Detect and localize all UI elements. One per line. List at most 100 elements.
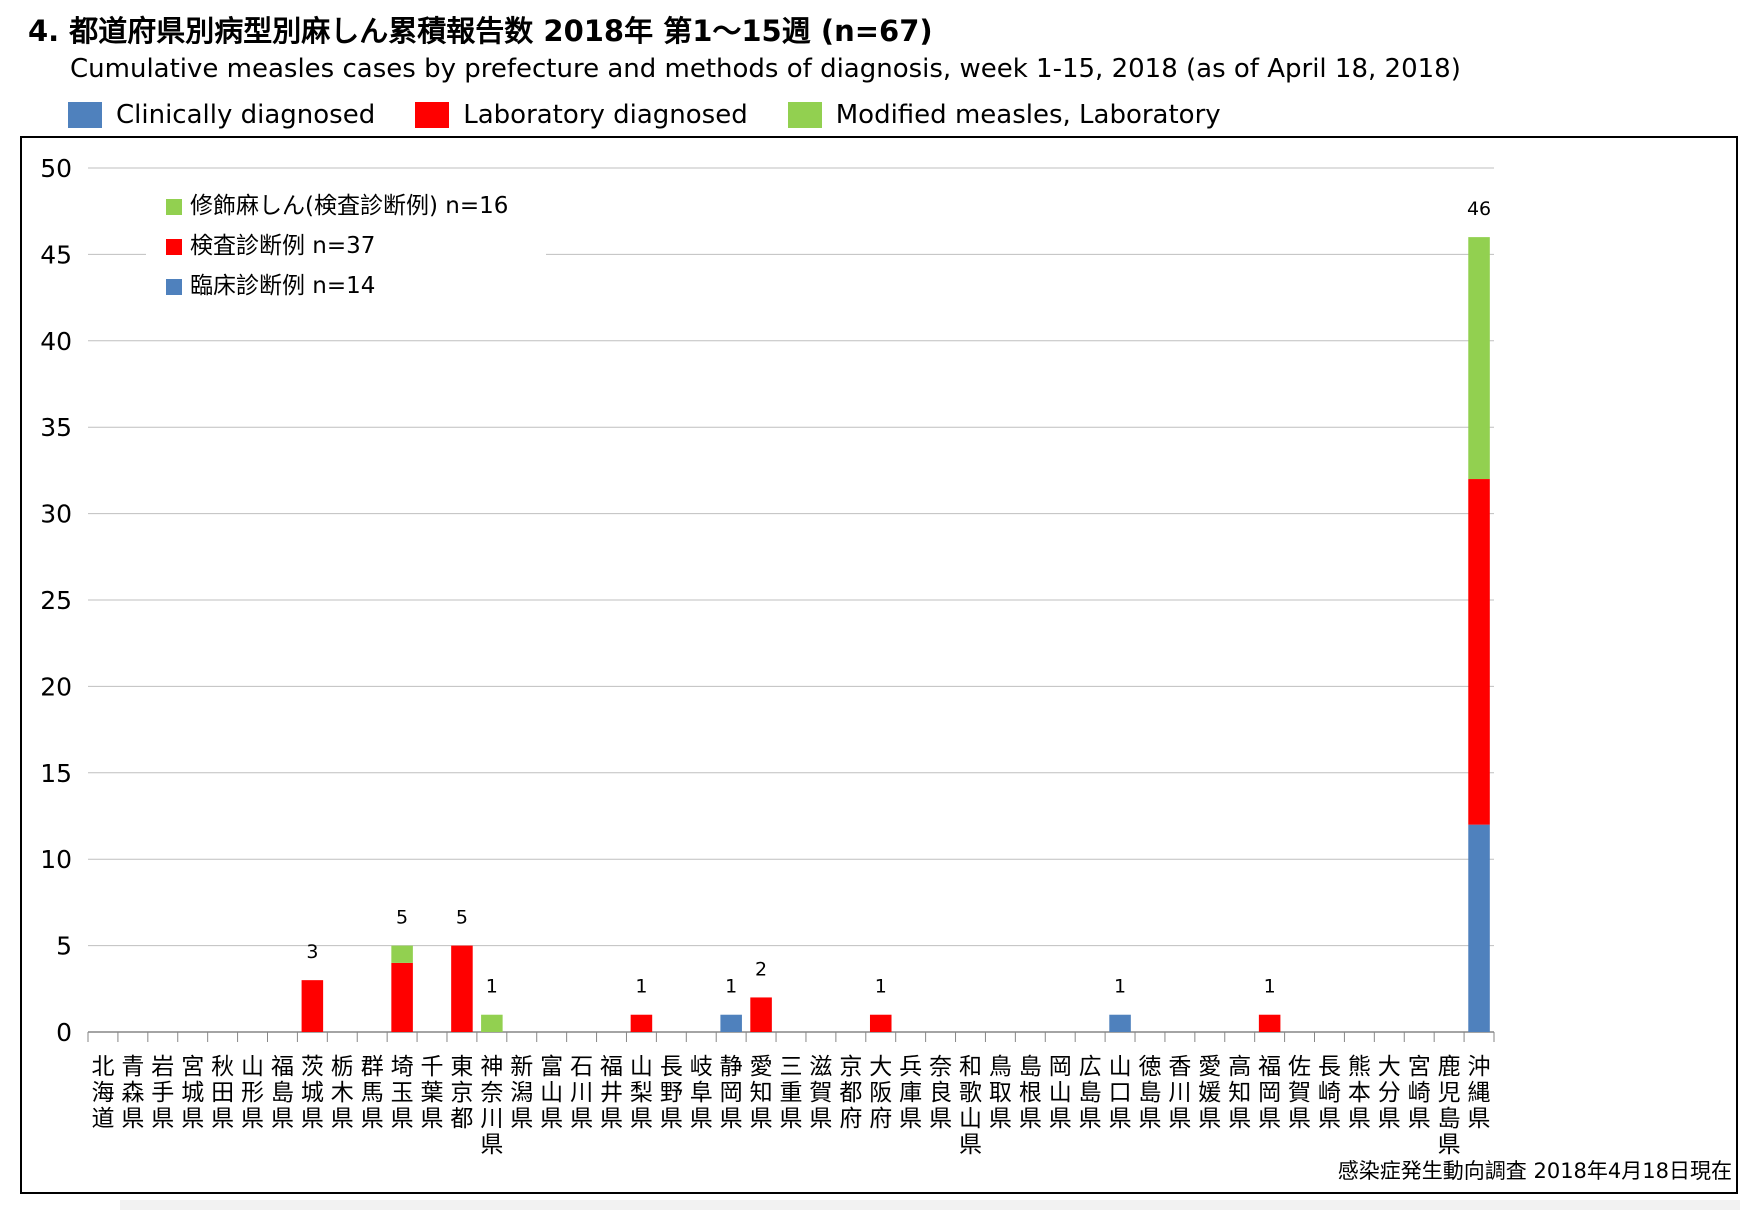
legend-swatch-modified — [787, 102, 822, 128]
bar-segment-茨城県-1 — [301, 980, 324, 1032]
footer-strip — [120, 1200, 1740, 1210]
x-category-label: 宮崎県 — [1408, 1054, 1431, 1132]
x-category-label: 宮城県 — [181, 1054, 204, 1132]
x-category-label: 千葉県 — [421, 1054, 444, 1132]
x-category-label: 長野県 — [660, 1054, 683, 1132]
x-category-label: 熊本県 — [1348, 1054, 1371, 1132]
data-label-total: 1 — [486, 976, 498, 998]
x-category-label: 兵庫県 — [899, 1054, 922, 1132]
bar-segment-山口県-0 — [1109, 1014, 1131, 1032]
x-category-label: 富山県 — [540, 1054, 563, 1132]
x-category-label: 新潟県 — [510, 1054, 533, 1132]
legend-swatch-laboratory — [415, 102, 450, 128]
x-axis-categories: 北海道青森県岩手県宮城県秋田県山形県福島県茨城県栃木県群馬県埼玉県千葉県東京都神… — [91, 1054, 1490, 1158]
y-tick-label: 5 — [56, 932, 72, 961]
chart-title: 4. 都道府県別病型別麻しん累積報告数 2018年 第1～15週 (n=67) — [28, 14, 933, 48]
data-label-total: 46 — [1467, 198, 1491, 220]
bar-segment-沖縄県-0 — [1468, 824, 1490, 1032]
data-label-total: 1 — [635, 976, 647, 998]
bar-segment-愛知県-1 — [750, 997, 772, 1032]
x-category-label: 大阪府 — [869, 1054, 892, 1132]
bar-segment-沖縄県-2 — [1468, 237, 1490, 480]
data-label-total: 5 — [396, 907, 408, 929]
x-category-label: 岡山県 — [1049, 1054, 1072, 1132]
x-category-label: 鳥取県 — [989, 1054, 1012, 1132]
x-category-label: 長崎県 — [1318, 1054, 1341, 1132]
y-tick-label: 30 — [40, 500, 72, 529]
x-category-label: 京都府 — [839, 1054, 862, 1132]
x-category-label: 北海道 — [91, 1054, 114, 1132]
inner-legend-label: 修飾麻しん(検査診断例) n=16 — [190, 193, 508, 219]
y-tick-label: 20 — [40, 672, 72, 701]
x-category-label: 秋田県 — [211, 1054, 234, 1132]
inner-legend-label: 臨床診断例 n=14 — [190, 273, 375, 299]
x-category-label: 大分県 — [1378, 1054, 1401, 1132]
x-category-label: 山梨県 — [630, 1054, 653, 1132]
x-category-label: 山形県 — [241, 1054, 264, 1132]
inner-legend-swatch — [166, 239, 182, 255]
data-label-total: 2 — [755, 958, 767, 980]
x-category-label: 青森県 — [121, 1054, 144, 1132]
chart-subtitle: Cumulative measles cases by prefecture a… — [70, 54, 1461, 84]
x-category-label: 和歌山県 — [959, 1054, 982, 1158]
x-category-label: 高知県 — [1228, 1054, 1251, 1132]
legend-swatch-clinical — [68, 102, 102, 128]
x-category-label: 石川県 — [570, 1054, 593, 1132]
y-tick-label: 40 — [40, 327, 72, 356]
inner-legend: 修飾麻しん(検査診断例) n=16 検査診断例 n=37 臨床診断例 n=14 — [146, 182, 546, 312]
bars — [301, 237, 1490, 1032]
x-category-label: 埼玉県 — [391, 1054, 414, 1132]
x-category-label: 広島県 — [1079, 1054, 1102, 1132]
bar-segment-大阪府-1 — [869, 1014, 892, 1032]
legend-label-modified: Modified measles, Laboratory — [835, 100, 1221, 130]
inner-legend-label: 検査診断例 n=37 — [190, 233, 375, 259]
bar-segment-埼玉県-1 — [391, 962, 413, 1032]
x-category-label: 神奈川県 — [480, 1054, 503, 1158]
legend-top-item-laboratory: Laboratory diagnosed — [415, 100, 748, 130]
data-label-total: 3 — [306, 941, 318, 963]
x-category-label: 香川県 — [1168, 1054, 1191, 1132]
x-category-label: 岩手県 — [151, 1054, 174, 1132]
bar-segment-神奈川県-2 — [481, 1014, 503, 1032]
y-tick-label: 0 — [56, 1018, 72, 1047]
bar-segment-東京都-1 — [451, 945, 473, 1032]
x-category-label: 愛知県 — [750, 1054, 773, 1132]
y-axis-ticks: 0 5 10 15 20 25 30 35 40 45 50 — [40, 154, 72, 1047]
legend-label-laboratory: Laboratory diagnosed — [463, 100, 748, 130]
chart-frame — [20, 136, 1738, 1194]
bar-segment-沖縄県-1 — [1468, 479, 1490, 825]
x-category-label: 島根県 — [1019, 1054, 1042, 1132]
y-tick-label: 35 — [40, 413, 72, 442]
y-tick-label: 15 — [40, 759, 72, 788]
x-category-label: 福島県 — [271, 1054, 294, 1132]
x-category-label: 奈良県 — [929, 1054, 952, 1132]
y-tick-label: 50 — [40, 154, 72, 183]
inner-legend-swatch — [166, 199, 182, 215]
data-label-total: 5 — [456, 907, 468, 929]
y-tick-label: 25 — [40, 586, 72, 615]
x-category-label: 栃木県 — [331, 1054, 354, 1132]
x-category-label: 岐阜県 — [690, 1054, 713, 1132]
legend-top-item-clinical: Clinically diagnosed — [68, 100, 375, 130]
data-labels: 35 51 1 121 1 146 — [306, 198, 1491, 998]
x-category-label: 三重県 — [780, 1054, 803, 1132]
x-category-label: 佐賀県 — [1288, 1054, 1311, 1132]
x-category-label: 群馬県 — [361, 1054, 384, 1132]
inner-legend-swatch — [166, 279, 182, 295]
data-label-total: 1 — [1114, 976, 1126, 998]
source-note: 感染症発生動向調査 2018年4月18日現在 — [1338, 1159, 1732, 1183]
bar-segment-福岡県-1 — [1258, 1014, 1281, 1032]
y-tick-label: 10 — [40, 845, 72, 874]
x-category-label: 静岡県 — [720, 1054, 743, 1132]
x-category-label: 山口県 — [1109, 1054, 1132, 1132]
x-category-label: 東京都 — [450, 1054, 473, 1132]
x-category-label: 沖縄県 — [1468, 1054, 1491, 1132]
x-category-label: 福井県 — [600, 1054, 623, 1132]
data-label-total: 1 — [1264, 976, 1276, 998]
bar-segment-埼玉県-2 — [391, 945, 413, 963]
data-label-total: 1 — [725, 976, 737, 998]
legend-top: Clinically diagnosed Laboratory diagnose… — [68, 95, 1261, 135]
legend-top-item-modified: Modified measles, Laboratory — [787, 100, 1221, 130]
legend-label-clinical: Clinically diagnosed — [116, 100, 376, 130]
